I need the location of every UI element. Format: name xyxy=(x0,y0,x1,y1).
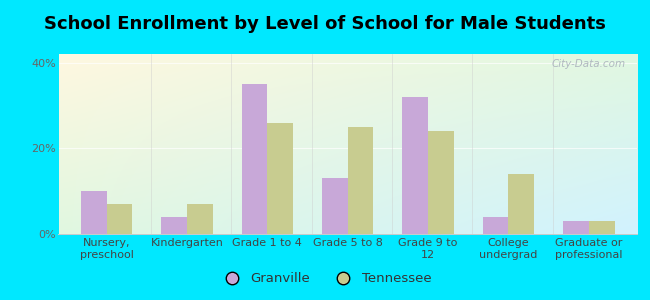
Bar xyxy=(428,131,454,234)
Bar xyxy=(107,204,133,234)
Text: City-Data.com: City-Data.com xyxy=(551,59,625,69)
Bar xyxy=(267,123,293,234)
Bar xyxy=(348,127,374,234)
Bar xyxy=(161,217,187,234)
Bar xyxy=(402,97,428,234)
Bar xyxy=(322,178,348,234)
Bar xyxy=(242,84,267,234)
Bar xyxy=(563,221,589,234)
Bar xyxy=(483,217,508,234)
Bar xyxy=(589,221,614,234)
Bar xyxy=(508,174,534,234)
Bar xyxy=(187,204,213,234)
Text: School Enrollment by Level of School for Male Students: School Enrollment by Level of School for… xyxy=(44,15,606,33)
Bar xyxy=(81,191,107,234)
Legend: Granville, Tennessee: Granville, Tennessee xyxy=(213,267,437,290)
